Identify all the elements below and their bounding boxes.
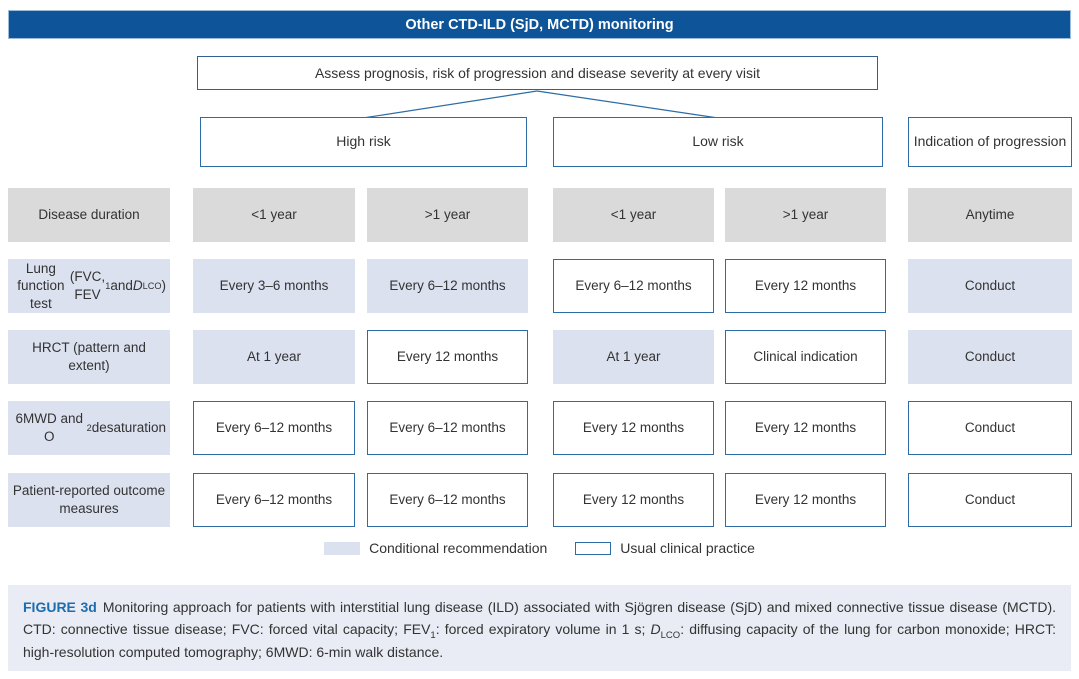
cell: Every 6–12 months [367,401,528,455]
cell: >1 year [367,188,528,242]
cell: Conduct [908,473,1072,527]
cell: Every 6–12 months [193,401,355,455]
legend-item-usual: Usual clinical practice [575,540,755,556]
cell: Every 12 months [725,401,886,455]
figure-caption: FIGURE 3d Monitoring approach for patient… [8,585,1071,671]
cell: Conduct [908,401,1072,455]
usual-clinical-practice-swatch-icon [575,541,612,555]
cell: Every 12 months [553,401,714,455]
branch-box-high-risk: High risk [200,117,527,167]
row-label: HRCT (pattern and extent) [8,330,170,384]
cell: Every 12 months [725,259,886,313]
row-label: 6MWD and O 2 desaturation [8,401,170,455]
cell: Anytime [908,188,1072,242]
cell: At 1 year [193,330,355,384]
legend-label: Conditional recommendation [369,540,548,556]
table-row: 6MWD and O 2 desaturation Every 6–12 months… [8,401,1072,455]
figure-title-bar: Other CTD-ILD (SjD, MCTD) monitoring [8,10,1071,39]
branch-box-low-risk: Low risk [553,117,883,167]
row-label: Lung function test (FVC, FEV 1 and D LCO) [8,259,170,313]
cell: Every 6–12 months [367,473,528,527]
cell: Every 6–12 months [367,259,528,313]
assess-prognosis-box: Assess prognosis, risk of progression an… [197,56,878,90]
cell: Every 12 months [553,473,714,527]
cell: Every 3–6 months [193,259,355,313]
cell: <1 year [193,188,355,242]
legend: Conditional recommendation Usual clinica… [0,540,1079,556]
legend-item-conditional: Conditional recommendation [324,540,547,556]
row-label: Disease duration [8,188,170,242]
branch-label: Indication of progression [913,133,1067,150]
figure-title-text: Other CTD-ILD (SjD, MCTD) monitoring [405,16,674,33]
table-row: Patient-reported outcome measures Every 6… [8,473,1072,527]
cell: Conduct [908,330,1072,384]
row-label: Patient-reported outcome measures [8,473,170,527]
assess-prognosis-text: Assess prognosis, risk of progression an… [314,65,761,81]
legend-label: Usual clinical practice [620,540,755,556]
table-row: Disease duration <1 year >1 year <1 year >1 … [8,188,1072,242]
cell: Conduct [908,259,1072,313]
branch-box-indication-of-progression: Indication of progression [908,117,1072,167]
cell: >1 year [725,188,886,242]
table-row: HRCT (pattern and extent) At 1 year Every … [8,330,1072,384]
conditional-recommendation-swatch-icon [324,541,361,555]
branch-label: High risk [336,133,391,150]
cell: Every 12 months [367,330,528,384]
cell: Every 6–12 months [193,473,355,527]
cell: Clinical indication [725,330,886,384]
cell: Every 6–12 months [553,259,714,313]
monitoring-grid: Disease duration <1 year >1 year <1 year >1 … [8,188,1072,528]
figure-caption-text: FIGURE 3d Monitoring approach for patient… [23,599,1056,660]
cell: Every 12 months [725,473,886,527]
branch-label: Low risk [692,133,744,150]
table-row: Lung function test (FVC, FEV 1 and D LCO) Ev… [8,259,1072,313]
cell: At 1 year [553,330,714,384]
cell: <1 year [553,188,714,242]
